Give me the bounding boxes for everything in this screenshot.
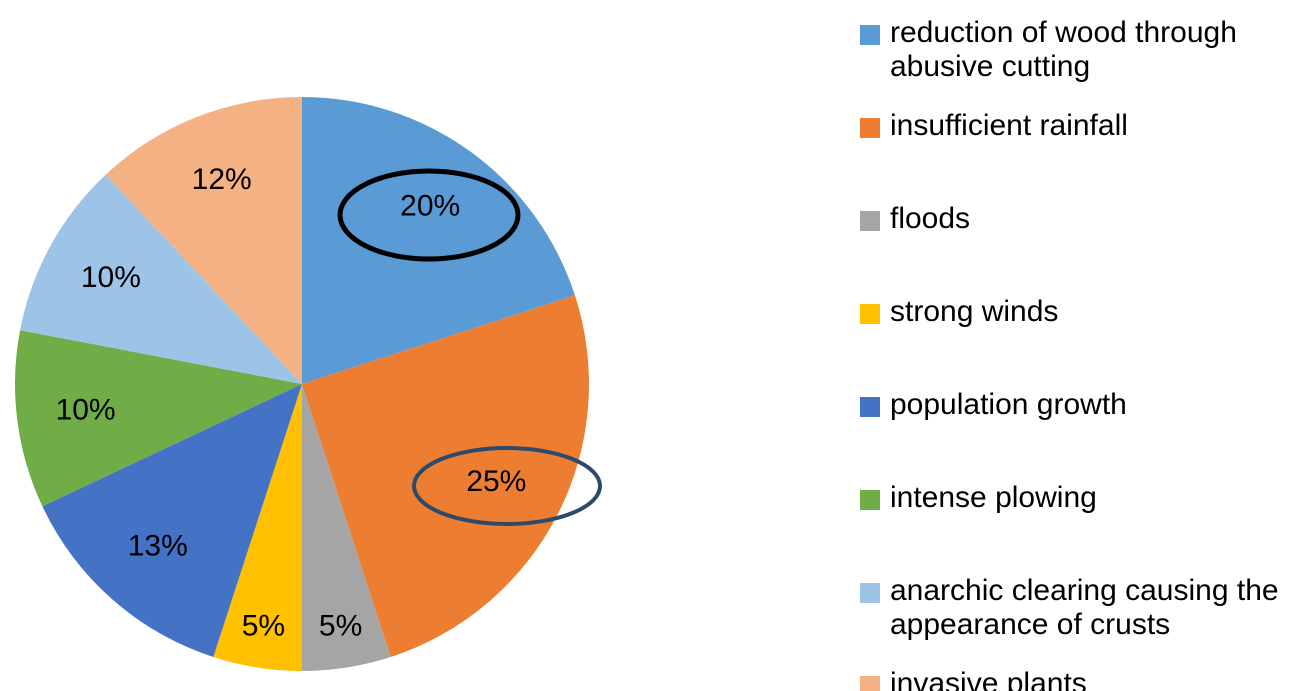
legend-label: population growth <box>890 388 1127 421</box>
legend-swatch <box>860 25 880 45</box>
legend-item: invasive plants <box>858 667 1298 691</box>
slice-label: 10% <box>81 261 141 294</box>
slice-label: 12% <box>192 163 252 196</box>
legend-item: intense plowing <box>858 481 1298 515</box>
highlight-ellipse <box>412 446 602 526</box>
legend-label: strong winds <box>890 295 1059 328</box>
pie-slice <box>302 97 575 384</box>
pie-slice <box>14 330 302 507</box>
slice-label: 5% <box>319 610 362 643</box>
legend-item: strong winds <box>858 295 1298 329</box>
legend-swatch <box>860 583 880 603</box>
legend-item: reduction of wood through abusive cuttin… <box>858 16 1298 84</box>
highlight-ellipse <box>337 168 521 262</box>
slice-label: 5% <box>242 610 285 643</box>
legend-item: anarchic clearing causing the appearance… <box>858 574 1298 642</box>
pie-slice <box>105 97 303 384</box>
slice-label: 10% <box>56 393 116 426</box>
legend-label: insufficient rainfall <box>890 109 1128 142</box>
legend-label: intense plowing <box>890 481 1097 514</box>
legend-item: population growth <box>858 388 1298 422</box>
slice-label: 20% <box>400 189 460 222</box>
legend-label: reduction of wood through abusive cuttin… <box>890 16 1237 83</box>
legend-swatch <box>860 397 880 417</box>
legend-label: anarchic clearing causing the appearance… <box>890 574 1279 641</box>
legend-swatch <box>860 304 880 324</box>
pie-chart: 20% 25% 5% 5% 13% 10% 10% 12% <box>14 97 602 671</box>
slice-label: 13% <box>128 530 188 563</box>
legend-item: insufficient rainfall <box>858 109 1298 143</box>
legend-swatch <box>860 118 880 138</box>
legend-swatch <box>860 211 880 231</box>
slice-label: 25% <box>466 465 526 498</box>
pie-slice <box>42 384 302 657</box>
legend-label: invasive plants <box>890 667 1087 691</box>
pie-slice <box>302 295 590 657</box>
legend-item: floods <box>858 202 1298 236</box>
pie-slice <box>20 174 303 384</box>
legend-swatch <box>860 676 880 691</box>
legend-label: floods <box>890 202 971 235</box>
pie-slice <box>213 384 302 671</box>
legend-swatch <box>860 490 880 510</box>
pie-slice <box>302 384 391 671</box>
